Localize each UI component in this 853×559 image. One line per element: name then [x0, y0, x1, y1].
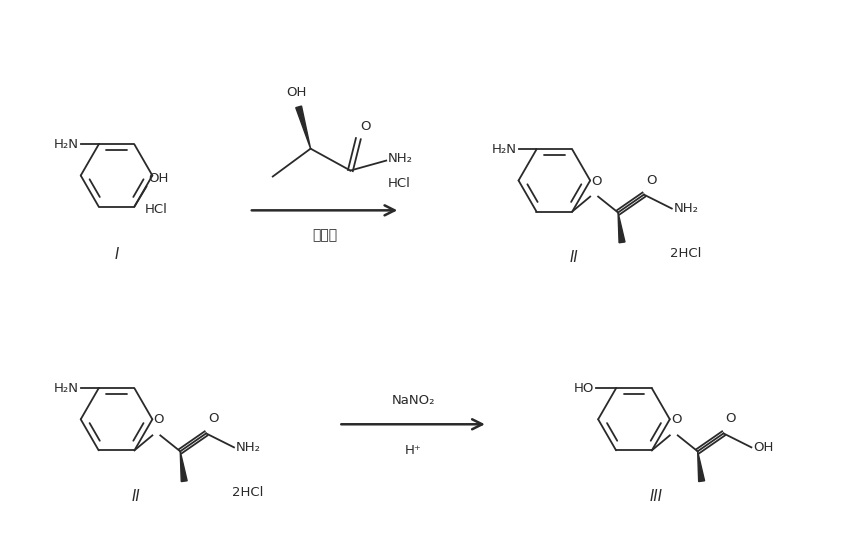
Text: NaNO₂: NaNO₂: [391, 394, 434, 408]
Text: NH₂: NH₂: [388, 152, 413, 165]
Text: O: O: [154, 414, 164, 427]
Polygon shape: [697, 451, 704, 481]
Text: NH₂: NH₂: [673, 202, 698, 215]
Text: HO: HO: [573, 382, 594, 395]
Text: OH: OH: [148, 172, 169, 184]
Text: OH: OH: [752, 441, 773, 454]
Text: O: O: [645, 174, 656, 187]
Text: HCl: HCl: [144, 203, 167, 216]
Text: 2HCl: 2HCl: [669, 247, 700, 260]
Text: III: III: [648, 489, 662, 504]
Text: H₂N: H₂N: [54, 138, 78, 151]
Polygon shape: [180, 451, 187, 481]
Text: H₂N: H₂N: [54, 382, 78, 395]
Text: I: I: [114, 247, 119, 262]
Text: O: O: [590, 174, 601, 188]
Text: OH: OH: [286, 86, 306, 99]
Text: II: II: [569, 250, 578, 265]
Text: O: O: [670, 414, 681, 427]
Polygon shape: [618, 212, 624, 243]
Text: HCl: HCl: [388, 177, 410, 190]
Polygon shape: [295, 106, 310, 149]
Text: II: II: [132, 489, 141, 504]
Text: 2HCl: 2HCl: [232, 486, 263, 499]
Text: O: O: [725, 413, 735, 425]
Text: H₂N: H₂N: [491, 143, 516, 156]
Text: 催化剂: 催化剂: [311, 228, 337, 242]
Text: H⁺: H⁺: [404, 444, 421, 457]
Text: NH₂: NH₂: [235, 441, 261, 454]
Text: O: O: [360, 120, 370, 132]
Text: O: O: [208, 413, 218, 425]
